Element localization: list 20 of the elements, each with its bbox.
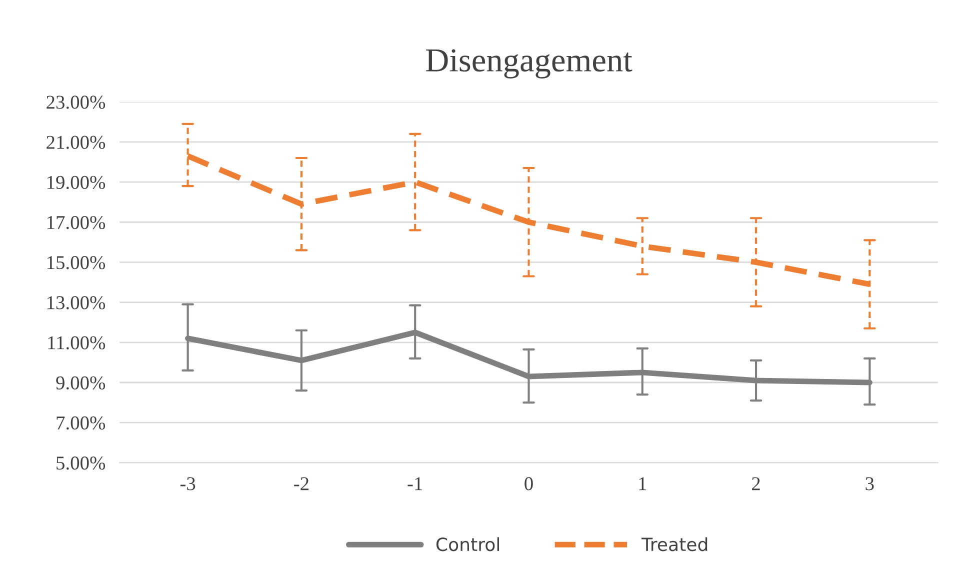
- y-tick-label: 11.00%: [48, 336, 106, 350]
- y-tick-label: 7.00%: [56, 416, 106, 430]
- y-tick-label: 21.00%: [46, 136, 106, 149]
- y-tick-label: 9.00%: [56, 376, 106, 390]
- x-tick-label: -2: [294, 477, 308, 490]
- legend-label: Treated: [641, 537, 708, 552]
- legend-label: Control: [436, 537, 499, 552]
- x-tick-label: 0: [524, 477, 533, 490]
- x-tick-label: -3: [180, 477, 196, 490]
- x-tick-label: -1: [408, 477, 422, 490]
- y-tick-label: 23.00%: [46, 96, 106, 109]
- chart-title: Disengagement: [426, 49, 632, 78]
- y-tick-label: 17.00%: [48, 216, 106, 230]
- y-tick-label: 15.00%: [48, 256, 106, 270]
- x-tick-label: 3: [866, 477, 874, 490]
- y-tick-label: 19.00%: [48, 176, 106, 190]
- x-tick-label: 2: [752, 477, 760, 490]
- x-tick-label: 1: [639, 477, 646, 490]
- y-tick-label: 13.00%: [48, 296, 106, 310]
- y-tick-label: 5.00%: [56, 456, 106, 470]
